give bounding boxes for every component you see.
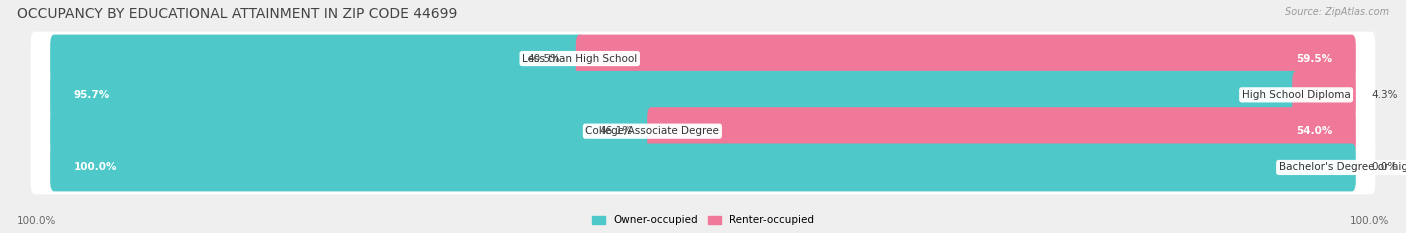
FancyBboxPatch shape [51, 107, 657, 155]
FancyBboxPatch shape [647, 107, 1355, 155]
Text: Less than High School: Less than High School [522, 54, 637, 64]
Text: 100.0%: 100.0% [73, 162, 117, 172]
FancyBboxPatch shape [51, 71, 1301, 119]
Text: Bachelor's Degree or higher: Bachelor's Degree or higher [1278, 162, 1406, 172]
FancyBboxPatch shape [51, 34, 583, 82]
Text: 100.0%: 100.0% [17, 216, 56, 226]
Text: 59.5%: 59.5% [1296, 54, 1333, 64]
Text: 46.1%: 46.1% [600, 126, 633, 136]
FancyBboxPatch shape [31, 32, 1375, 86]
Text: 4.3%: 4.3% [1371, 90, 1398, 100]
FancyBboxPatch shape [31, 68, 1375, 122]
Text: 100.0%: 100.0% [1350, 216, 1389, 226]
FancyBboxPatch shape [31, 104, 1375, 158]
Text: 54.0%: 54.0% [1296, 126, 1333, 136]
Text: OCCUPANCY BY EDUCATIONAL ATTAINMENT IN ZIP CODE 44699: OCCUPANCY BY EDUCATIONAL ATTAINMENT IN Z… [17, 7, 457, 21]
Text: Source: ZipAtlas.com: Source: ZipAtlas.com [1285, 7, 1389, 17]
Text: High School Diploma: High School Diploma [1241, 90, 1351, 100]
Text: College/Associate Degree: College/Associate Degree [585, 126, 720, 136]
FancyBboxPatch shape [576, 34, 1355, 82]
Text: 40.5%: 40.5% [527, 54, 560, 64]
Text: 0.0%: 0.0% [1371, 162, 1398, 172]
FancyBboxPatch shape [1292, 71, 1355, 119]
FancyBboxPatch shape [51, 144, 1355, 192]
Text: 95.7%: 95.7% [73, 90, 110, 100]
Legend: Owner-occupied, Renter-occupied: Owner-occupied, Renter-occupied [592, 216, 814, 226]
FancyBboxPatch shape [31, 140, 1375, 194]
